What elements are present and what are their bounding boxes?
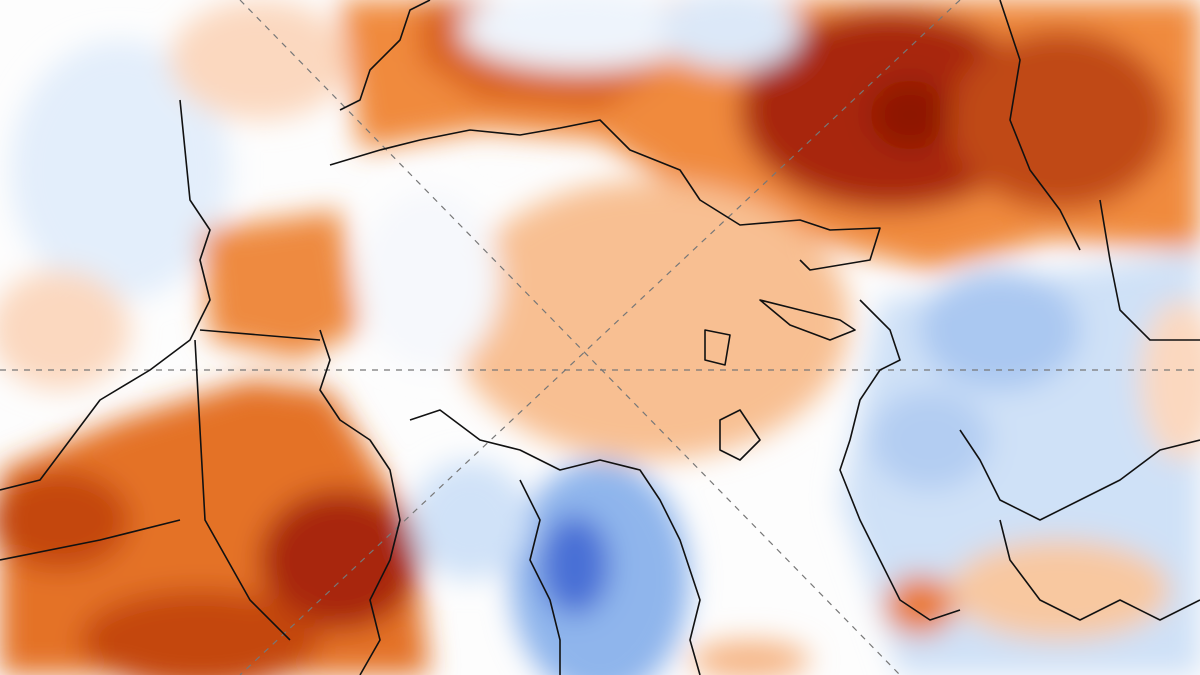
coastlines xyxy=(0,0,1200,675)
anomaly-field xyxy=(0,0,1200,675)
graticule xyxy=(0,0,1200,675)
anomaly-map xyxy=(0,0,1200,675)
